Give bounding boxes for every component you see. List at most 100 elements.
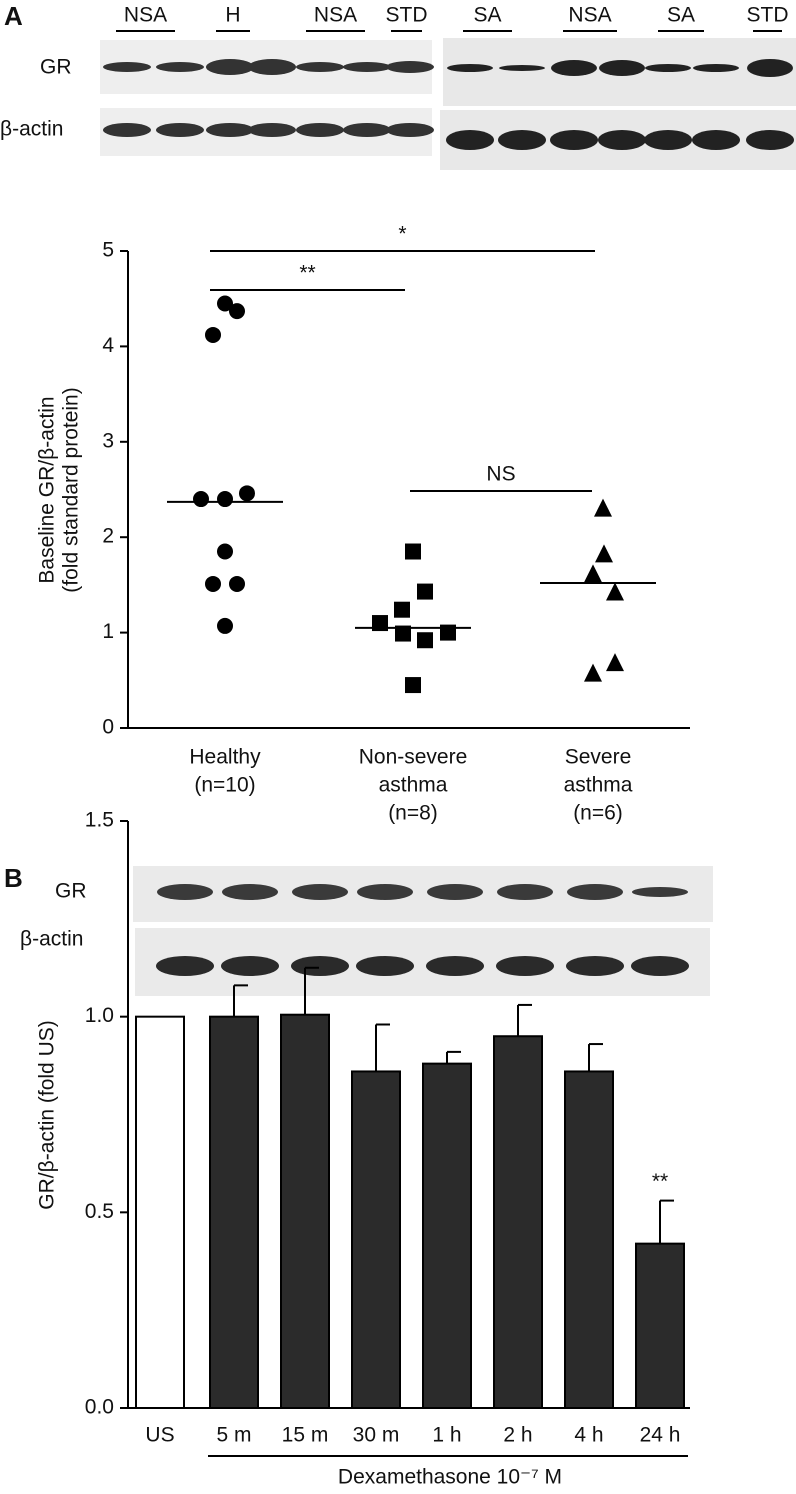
lane-label: STD [747,4,789,27]
blot-band [446,130,494,150]
x-tick-label: 30 m [353,1424,400,1447]
y-tick-label: 4 [102,334,114,357]
point [606,582,624,601]
blot-band [499,65,545,71]
blot-band [206,123,254,137]
blot-strip [135,928,710,996]
blot-band [747,59,793,77]
point [595,544,613,563]
blot-band [291,956,349,976]
lane-label: NSA [568,4,611,27]
point [193,491,209,508]
blot-band [296,123,344,137]
blot-band [292,884,348,900]
blot-band [567,884,623,900]
x-tick-label: asthma [564,774,633,797]
point [405,543,421,560]
x-tick-label: US [145,1424,174,1447]
bar [564,1070,614,1410]
blot-band [357,884,413,900]
point [229,575,245,592]
x-tick-label: Non-severe [359,746,468,769]
point [217,295,233,312]
y-tick-label: 2 [102,525,114,548]
lane-label: STD [386,4,428,27]
significance-label: * [398,223,406,246]
y-tick-label: 1.0 [85,1004,114,1027]
x-tick-label: Severe [565,746,632,769]
blot-row-label: β-actin [20,928,83,951]
x-tick-label: asthma [379,774,448,797]
y-tick-label: 0.5 [85,1200,114,1223]
blot-band [206,59,254,75]
lane-label: H [225,4,240,27]
blot-row-label: GR [40,56,72,79]
blot-band [103,62,151,72]
blot-row-label: β-actin [0,118,63,141]
lane-label: NSA [124,4,167,27]
x-tick-label: 1 h [432,1424,461,1447]
point [594,498,612,517]
blot-band [426,956,484,976]
bar [422,1062,472,1410]
x-tick-label: 2 h [503,1424,532,1447]
bar [351,1070,401,1410]
point [417,632,433,649]
blot-band [632,887,688,897]
y-axis-title: (fold standard protein) [60,387,83,592]
blot-band [248,123,296,137]
point [205,326,221,343]
x-tick-label: Healthy [189,746,261,769]
blot-band [356,956,414,976]
y-axis-title: Baseline GR/β-actin [36,396,59,583]
bar [135,1015,185,1410]
y-tick-label: 5 [102,239,114,262]
blot-band [496,956,554,976]
blot-band [498,130,546,150]
point [606,653,624,672]
panel-label: A [4,1,23,31]
point [395,625,411,642]
blot-band [551,60,597,76]
blot-band [645,64,691,72]
x-tick-label: 5 m [216,1424,251,1447]
lane-label: NSA [314,4,357,27]
blot-band [447,64,493,72]
point [217,543,233,560]
blot-band [598,130,646,150]
point [205,575,221,592]
y-tick-label: 0 [102,716,114,739]
blot-strip [133,866,713,922]
y-tick-label: 0.0 [85,1396,114,1419]
bar [493,1035,543,1409]
bar [635,1242,685,1410]
blot-band [644,130,692,150]
y-tick-label: 1.5 [85,809,114,832]
blot-band [550,130,598,150]
blot-row-label: GR [55,880,87,903]
blot-band [343,123,391,137]
x-tick-label: 24 h [640,1424,681,1447]
x-tick-label: (n=10) [194,774,255,797]
blot-band [693,64,739,72]
y-axis-title: GR/β-actin (fold US) [36,1020,59,1209]
blot-band [386,61,434,73]
blot-band [156,956,214,976]
panel-label: B [4,863,23,893]
blot-band [343,62,391,72]
point [217,617,233,634]
blot-band [156,62,204,72]
point [239,485,255,502]
point [394,601,410,618]
blot-band [386,123,434,137]
point [217,491,233,508]
y-tick-label: 3 [102,429,114,452]
blot-band [692,130,740,150]
x-tick-label: 4 h [574,1424,603,1447]
lane-label: SA [473,4,501,27]
blot-band [157,884,213,900]
significance-label: ** [652,1170,668,1193]
x-tick-label: (n=8) [388,802,438,825]
bar [209,1015,259,1410]
